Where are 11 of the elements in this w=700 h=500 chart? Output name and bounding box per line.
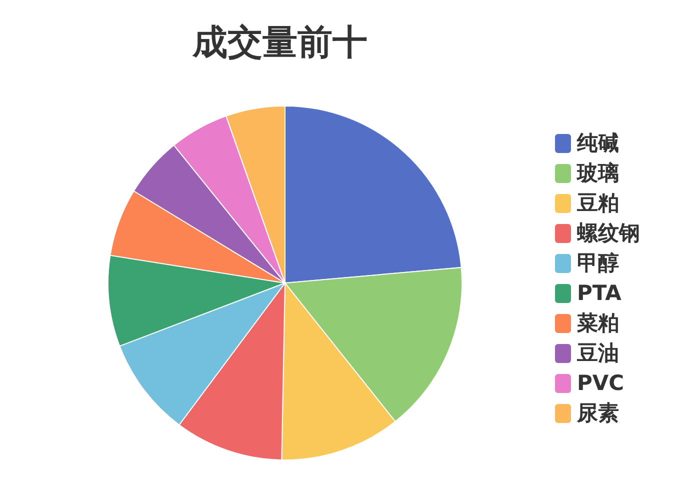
legend-label: 豆粕 — [577, 190, 619, 217]
legend-label: PTA — [577, 280, 622, 307]
legend-label: 尿素 — [577, 400, 619, 427]
legend-label: 豆油 — [577, 340, 619, 367]
legend-label: 纯碱 — [577, 130, 619, 157]
legend-label: PVC — [577, 370, 624, 397]
legend-label: 甲醇 — [577, 250, 619, 277]
legend-label: 菜粕 — [577, 310, 619, 337]
legend-label: 螺纹钢 — [577, 220, 640, 247]
chart-title: 成交量前十 — [191, 22, 368, 65]
legend-label: 玻璃 — [577, 160, 619, 187]
